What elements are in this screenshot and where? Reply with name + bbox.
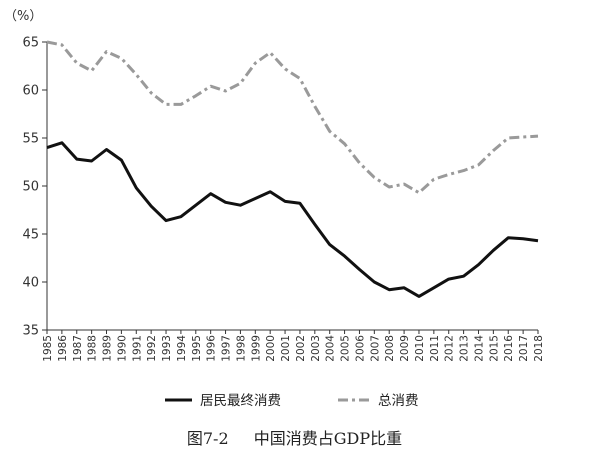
legend-label-total-consumption: 总消费 [378,393,419,409]
y-tick-label: 45 [22,228,39,243]
y-unit-label: （%） [4,9,42,24]
x-tick-label: 2003 [310,335,322,362]
x-tick-label: 2002 [295,335,307,362]
x-tick-label: 2015 [488,335,500,362]
x-tick-label: 1986 [57,335,69,362]
x-tick-label: 2013 [459,335,471,362]
y-axis: 35 40 45 50 55 60 65 [22,36,48,339]
x-tick-label: 2006 [354,335,366,362]
x-tick-label: 2017 [518,335,530,362]
x-tick-label: 2018 [533,335,545,362]
x-tick-label: 2011 [429,335,441,362]
x-tick-label: 1996 [206,335,218,362]
x-tick-label: 1994 [176,335,188,362]
y-tick-label: 60 [22,84,39,99]
x-tick-label: 1992 [146,335,158,362]
y-tick-label: 35 [22,324,39,339]
x-tick-label: 1999 [250,335,262,362]
x-tick-label: 1998 [235,335,247,362]
series-line-resident-consumption [46,141,539,298]
x-tick-label: 1997 [221,335,233,362]
y-tick-label: 65 [22,36,39,51]
figure-caption: 图7-2 中国消费占GDP比重 [0,425,589,449]
legend: 居民最终消费 总消费 [165,393,419,409]
y-tick-label: 40 [22,276,39,291]
x-tick-label: 1990 [116,335,128,362]
caption-title: 中国消费占GDP比重 [253,429,403,448]
x-tick-label: 2014 [473,335,485,362]
x-axis: 1985 1986 1987 1988 1989 1990 1991 1992 1993 1994… [42,329,545,362]
x-tick-label: 2010 [414,335,426,362]
legend-label-resident-consumption: 居民最终消费 [200,393,281,409]
x-tick-label: 1989 [102,335,114,362]
x-tick-label: 2001 [280,335,292,362]
x-tick-label: 2012 [444,335,456,362]
x-tick-label: 1985 [42,335,54,362]
y-tick-label: 55 [22,132,39,147]
caption-number: 图7-2 [186,429,229,448]
y-tick-label: 50 [22,180,39,195]
x-tick-label: 1991 [131,335,143,362]
x-tick-label: 2016 [503,335,515,362]
x-tick-label: 2008 [384,335,396,362]
x-tick-label: 2005 [340,335,352,362]
x-tick-label: 1988 [87,335,99,362]
x-tick-label: 2009 [399,335,411,362]
x-tick-label: 2000 [265,335,277,362]
series-lines [46,40,539,298]
x-tick-label: 1995 [191,335,203,362]
x-tick-label: 1993 [161,335,173,362]
x-tick-label: 2004 [325,335,337,362]
x-tick-label: 1987 [72,335,84,362]
x-tick-label: 2007 [369,335,381,362]
series-line-total-consumption [46,40,539,195]
